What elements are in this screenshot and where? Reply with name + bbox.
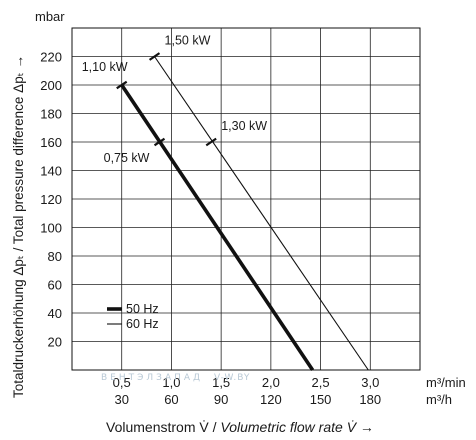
x-tick-label-h: 60 xyxy=(164,392,178,407)
chart-axes xyxy=(10,27,421,371)
x-tick-label-h: 90 xyxy=(214,392,228,407)
power-label: 1,10 kW xyxy=(82,60,128,74)
y-tick-label: 140 xyxy=(40,164,62,179)
power-label: 1,50 kW xyxy=(165,34,211,48)
y-tick-label: 60 xyxy=(48,278,62,293)
x-tick-label-h: 120 xyxy=(260,392,282,407)
chart-series xyxy=(120,56,369,372)
y-unit-label: mbar xyxy=(35,9,65,24)
x-unit-label-2: m³/h xyxy=(426,392,452,407)
y-tick-label: 200 xyxy=(40,78,62,93)
x-tick-label-h: 150 xyxy=(310,392,332,407)
x-axis-title-arrow: → xyxy=(356,419,374,435)
y-tick-label: 40 xyxy=(48,306,62,321)
power-marker xyxy=(116,80,128,90)
y-axis-title: Totaldruckerhöhung Δpₜ / Total pressure … xyxy=(11,55,26,398)
series-line xyxy=(154,56,369,371)
x-tick-label-h: 180 xyxy=(359,392,381,407)
x-axis-title: Volumenstrom V̇ / Volumetric flow rate V… xyxy=(106,419,374,435)
x-unit-label-1: m³/min xyxy=(426,375,466,390)
x-tick-label-min: 0,5 xyxy=(113,375,131,390)
y-axis-arrow xyxy=(10,30,16,38)
watermark-text-1: ВЕНТЭЛЗАПАД xyxy=(101,373,203,383)
watermark-text-2: V-W.BY xyxy=(214,373,250,383)
x-axis-title-main: Volumenstrom V̇ / xyxy=(106,419,220,435)
y-tick-label: 120 xyxy=(40,192,62,207)
x-tick-label-min: 2,5 xyxy=(312,375,330,390)
x-tick-label-min: 1,0 xyxy=(162,375,180,390)
chart-labels: 20 40 60 80 100 120 140 160 180 200 220 0,5 30 1,0 60 1… xyxy=(40,34,381,408)
power-marker xyxy=(153,137,166,147)
x-axis-title-italic: Volumetric flow rate V̇ xyxy=(220,419,357,435)
x-tick-label-min: 3,0 xyxy=(361,375,379,390)
y-tick-label: 80 xyxy=(48,249,62,264)
series-line xyxy=(120,83,315,372)
power-marker xyxy=(148,52,161,61)
chart-grid xyxy=(72,28,420,370)
y-tick-label: 100 xyxy=(40,221,62,236)
power-marker xyxy=(205,137,217,147)
plot-frame xyxy=(71,27,421,371)
legend-label: 60 Hz xyxy=(126,317,159,331)
power-label: 1,30 kW xyxy=(221,119,267,133)
y-tick-label: 220 xyxy=(40,50,62,65)
legend-label: 50 Hz xyxy=(126,302,159,316)
y-tick-label: 180 xyxy=(40,107,62,122)
x-tick-label-h: 30 xyxy=(114,392,128,407)
chart-markers xyxy=(116,52,217,147)
y-tick-label: 20 xyxy=(48,335,62,350)
y-tick-label: 160 xyxy=(40,135,62,150)
power-label: 0,75 kW xyxy=(104,151,150,165)
x-tick-label-min: 2,0 xyxy=(262,375,280,390)
x-tick-label-min: 1,5 xyxy=(212,375,230,390)
